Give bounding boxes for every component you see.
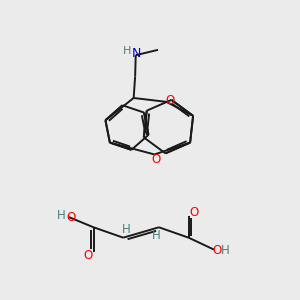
Text: O: O [166, 94, 175, 107]
Text: O: O [189, 206, 198, 219]
Text: O: O [212, 244, 221, 257]
Text: H: H [123, 46, 132, 56]
Text: H: H [122, 223, 130, 236]
Text: H: H [221, 244, 230, 257]
Text: O: O [84, 249, 93, 262]
Text: O: O [67, 211, 76, 224]
Text: H: H [57, 209, 66, 222]
Text: H: H [152, 229, 161, 242]
Text: N: N [132, 47, 142, 60]
Text: O: O [151, 153, 160, 166]
